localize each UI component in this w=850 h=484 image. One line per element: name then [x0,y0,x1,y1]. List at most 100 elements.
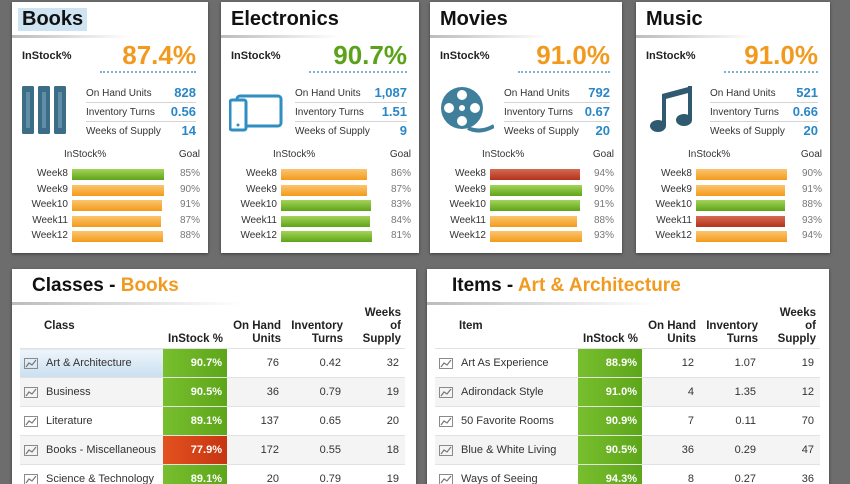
trend-chart-icon[interactable] [24,473,38,484]
metric-value: 9 [399,123,407,138]
row-name-cell[interactable]: Art As Experience [435,348,578,378]
week-label: Week10 [240,199,277,210]
column-header[interactable]: InStock % [168,333,223,345]
turns-cell: 0.79 [285,464,347,484]
week-instock-bar[interactable] [696,169,788,180]
card-title: Movies [440,8,508,30]
table-row[interactable]: Art & Architecture 90.7% 76 0.42 32 [20,348,405,378]
dotted-divider [518,71,610,73]
row-name-cell[interactable]: Ways of Seeing [435,464,578,484]
card-title-bar: Music [636,2,830,38]
card-title-bar: Electronics [221,2,419,38]
table-row[interactable]: Science & Technology 89.1% 20 0.79 19 [20,464,405,484]
week-label: Week8 [246,168,277,179]
table-row[interactable]: 50 Favorite Rooms 90.9% 7 0.11 70 [435,406,820,436]
column-header[interactable]: Inventory Turns [291,320,343,345]
weeks-of-supply-cell: 18 [347,435,405,465]
table-row[interactable]: Books - Miscellaneous 77.9% 172 0.55 18 [20,435,405,465]
instock-cell: 77.9% [163,435,227,465]
row-name-cell[interactable]: 50 Favorite Rooms [435,406,578,436]
row-name-cell[interactable]: Art & Architecture [20,348,163,378]
trend-chart-icon[interactable] [439,415,453,427]
metric-label: On Hand Units [710,88,776,99]
week-instock-bar[interactable] [490,231,583,242]
category-card-movies[interactable]: Movies InStock% 91.0% On Hand Units 792 Inven… [430,2,622,253]
trend-chart-icon[interactable] [24,415,38,427]
trend-chart-icon[interactable] [439,357,453,369]
table-row[interactable]: Business 90.5% 36 0.79 19 [20,377,405,407]
instock-label: InStock% [440,50,490,62]
column-header[interactable]: Inventory Turns [706,320,758,345]
column-header[interactable]: Weeks of Supply [777,307,816,345]
row-name-cell[interactable]: Books - Miscellaneous [20,435,163,465]
tablet-phone-icon [228,84,285,136]
table-row[interactable]: Art As Experience 88.9% 12 1.07 19 [435,348,820,378]
week-instock-bar[interactable] [72,215,162,227]
trend-chart-icon[interactable] [24,386,38,398]
week-instock-bar[interactable] [281,169,368,180]
table-row[interactable]: Adirondack Style 91.0% 4 1.35 12 [435,377,820,407]
card-title: Music [646,8,703,30]
category-card-electronics[interactable]: Electronics InStock% 90.7% On Hand Units 1,0… [221,2,419,253]
category-card-books[interactable]: Books InStock% 87.4% On Hand Units 828 Invent… [12,2,208,253]
week-instock-bar[interactable] [72,184,165,196]
instock-cell: 90.5% [578,435,642,465]
on-hand-cell: 172 [227,435,285,465]
week-instock-bar[interactable] [696,184,786,196]
table-row[interactable]: Ways of Seeing 94.3% 8 0.27 36 [435,464,820,484]
week-goal: 94% [801,230,822,241]
week-label: Week10 [655,199,692,210]
week-instock-bar[interactable] [696,200,786,211]
books-icon [20,84,76,136]
week-instock-bar[interactable] [490,200,581,211]
row-name: Blue & White Living [461,444,557,456]
column-header[interactable]: Item [459,320,483,332]
column-header[interactable]: On Hand Units [648,320,696,345]
trend-chart-icon[interactable] [439,473,453,484]
week-label: Week10 [31,199,68,210]
card-title: Books [18,8,88,31]
trend-chart-icon[interactable] [24,357,38,369]
column-header[interactable]: Weeks of Supply [362,307,401,345]
instock-cell: 89.1% [163,406,227,436]
week-instock-bar[interactable] [72,231,164,242]
week-instock-bar[interactable] [281,184,368,196]
items-panel: Items - Art & Architecture Item InStock %… [427,269,829,484]
column-header[interactable]: Class [44,320,75,332]
week-instock-bar[interactable] [490,184,583,196]
table-row[interactable]: Literature 89.1% 137 0.65 20 [20,406,405,436]
instock-cell: 88.9% [578,348,642,378]
trend-chart-icon[interactable] [24,444,38,456]
column-header[interactable]: On Hand Units [233,320,281,345]
week-instock-bar[interactable] [696,215,786,227]
instock-label: InStock% [22,50,72,62]
week-instock-bar[interactable] [490,169,581,180]
week-instock-bar[interactable] [72,169,165,180]
week-instock-bar[interactable] [696,231,788,242]
title-divider [12,35,130,38]
on-hand-cell: 4 [642,377,700,407]
week-label: Week8 [661,168,692,179]
row-name-cell[interactable]: Adirondack Style [435,377,578,407]
row-name-cell[interactable]: Blue & White Living [435,435,578,465]
metric-divider [295,121,407,122]
category-card-music[interactable]: Music InStock% 91.0% On Hand Units 521 Invent… [636,2,830,253]
week-instock-bar[interactable] [72,200,163,211]
row-name-cell[interactable]: Business [20,377,163,407]
row-name-cell[interactable]: Literature [20,406,163,436]
title-divider [636,35,754,38]
table-row[interactable]: Blue & White Living 90.5% 36 0.29 47 [435,435,820,465]
trend-chart-icon[interactable] [439,444,453,456]
week-label: Week11 [656,214,692,226]
week-bar-track [72,184,166,196]
title-divider [427,302,657,305]
week-instock-bar[interactable] [281,215,371,227]
trend-chart-icon[interactable] [439,386,453,398]
metric-label: Inventory Turns [295,107,364,118]
metric-value: 0.67 [584,104,610,119]
column-header[interactable]: InStock % [583,333,638,345]
row-name-cell[interactable]: Science & Technology [20,464,163,484]
week-instock-bar[interactable] [281,231,373,242]
week-instock-bar[interactable] [490,215,578,227]
week-instock-bar[interactable] [281,200,372,211]
